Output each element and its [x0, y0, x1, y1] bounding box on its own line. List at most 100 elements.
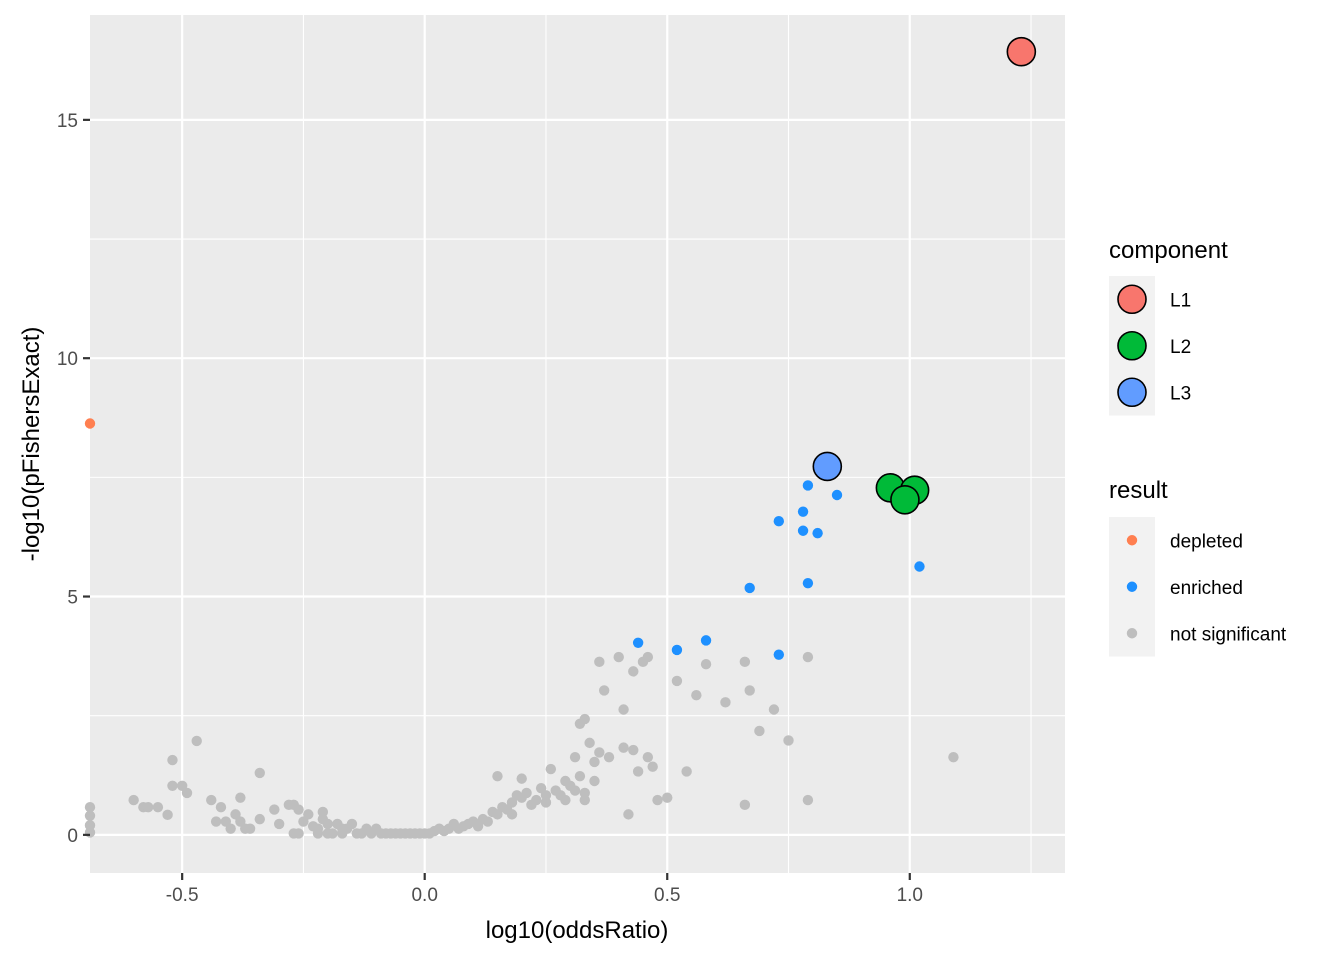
- point-not-significant: [569, 751, 581, 763]
- point-not-significant: [521, 787, 532, 799]
- point-not-significant: [560, 794, 571, 806]
- x-axis-title: log10(oddsRatio): [486, 917, 669, 944]
- point-not-significant: [603, 751, 615, 763]
- point-not-significant: [647, 761, 658, 772]
- point-not-significant: [584, 737, 595, 749]
- point-not-significant: [700, 659, 712, 670]
- point-not-significant: [167, 754, 178, 766]
- point-enriched: [744, 582, 755, 594]
- point-not-significant: [303, 809, 314, 820]
- point-not-significant: [235, 792, 246, 803]
- legend-title: result: [1109, 477, 1168, 504]
- point-not-significant: [191, 735, 202, 747]
- legend-swatch-l1: [1117, 284, 1147, 315]
- point-not-significant: [948, 751, 959, 763]
- point-not-significant: [783, 735, 794, 746]
- point-not-significant: [162, 809, 173, 821]
- point-enriched: [797, 506, 809, 517]
- point-not-significant: [492, 771, 503, 782]
- x-tick-label: -0.5: [166, 885, 199, 906]
- point-not-significant: [589, 756, 600, 768]
- point-l2: [890, 484, 920, 515]
- point-not-significant: [317, 806, 329, 818]
- x-tick-label: 1.0: [897, 885, 923, 906]
- plot-panel: [90, 15, 1065, 873]
- highlighted-points: [812, 36, 1037, 515]
- point-not-significant: [579, 787, 590, 799]
- point-not-significant: [754, 725, 765, 737]
- y-tick-label: 15: [57, 111, 78, 132]
- point-not-significant: [662, 792, 673, 803]
- y-tick-label: 10: [57, 349, 78, 370]
- point-not-significant: [269, 804, 280, 815]
- point-not-significant: [671, 675, 683, 687]
- point-not-significant: [628, 666, 639, 677]
- legend-swatch-l3: [1117, 377, 1147, 408]
- point-not-significant: [167, 780, 178, 791]
- point-not-significant: [744, 685, 755, 696]
- point-not-significant: [84, 827, 96, 838]
- point-not-significant: [327, 828, 338, 839]
- point-enriched: [914, 561, 925, 572]
- point-not-significant: [84, 802, 96, 813]
- point-not-significant: [598, 685, 610, 696]
- x-tick-label: 0.5: [654, 885, 680, 906]
- legend-title: component: [1109, 237, 1228, 264]
- point-not-significant: [618, 704, 629, 715]
- point-not-significant: [720, 697, 731, 708]
- point-not-significant: [579, 713, 590, 725]
- point-enriched: [812, 527, 823, 539]
- minor-gridlines: [90, 15, 1065, 873]
- point-l3: [812, 451, 843, 482]
- major-gridlines: [90, 15, 1065, 873]
- point-enriched: [802, 480, 814, 491]
- point-not-significant: [181, 787, 193, 799]
- point-not-significant: [293, 828, 304, 839]
- point-not-significant: [210, 816, 222, 827]
- legend-label-depleted: depleted: [1170, 531, 1243, 552]
- point-not-significant: [652, 794, 663, 806]
- x-tick-label: 0.0: [411, 885, 437, 906]
- legend-swatch-l2: [1117, 330, 1147, 361]
- point-enriched: [797, 525, 809, 536]
- point-not-significant: [802, 794, 814, 806]
- point-not-significant: [346, 818, 358, 830]
- point-not-significant: [802, 651, 814, 663]
- point-not-significant: [545, 763, 557, 775]
- point-enriched: [802, 577, 814, 589]
- legend-swatch-enriched: [1126, 581, 1138, 592]
- point-not-significant: [206, 794, 217, 806]
- point-not-significant: [84, 820, 96, 831]
- legend-label-l2: L2: [1170, 337, 1191, 358]
- point-not-significant: [739, 799, 751, 811]
- point-not-significant: [482, 816, 493, 827]
- point-not-significant: [579, 794, 590, 806]
- point-not-significant: [632, 766, 644, 777]
- point-not-significant: [84, 810, 96, 821]
- point-not-significant: [143, 802, 154, 813]
- point-not-significant: [312, 823, 324, 834]
- point-not-significant: [739, 656, 751, 668]
- x-axis: -0.5 0.0 0.5 1.0: [166, 873, 923, 906]
- point-enriched: [773, 649, 785, 660]
- point-l1: [1006, 36, 1037, 67]
- point-not-significant: [215, 802, 227, 813]
- point-depleted: [84, 418, 96, 429]
- y-tick-label: 0: [67, 826, 78, 847]
- point-not-significant: [594, 656, 605, 668]
- point-not-significant: [531, 794, 542, 806]
- point-not-significant: [589, 775, 600, 787]
- point-not-significant: [254, 767, 265, 779]
- point-not-significant: [254, 813, 265, 825]
- point-not-significant: [623, 809, 634, 820]
- data-points: [84, 418, 959, 839]
- point-not-significant: [574, 771, 586, 782]
- point-not-significant: [691, 690, 702, 701]
- point-not-significant: [540, 790, 552, 801]
- point-not-significant: [569, 785, 581, 796]
- point-not-significant: [516, 773, 527, 784]
- point-enriched: [831, 489, 843, 501]
- point-not-significant: [506, 809, 518, 820]
- point-enriched: [671, 644, 683, 656]
